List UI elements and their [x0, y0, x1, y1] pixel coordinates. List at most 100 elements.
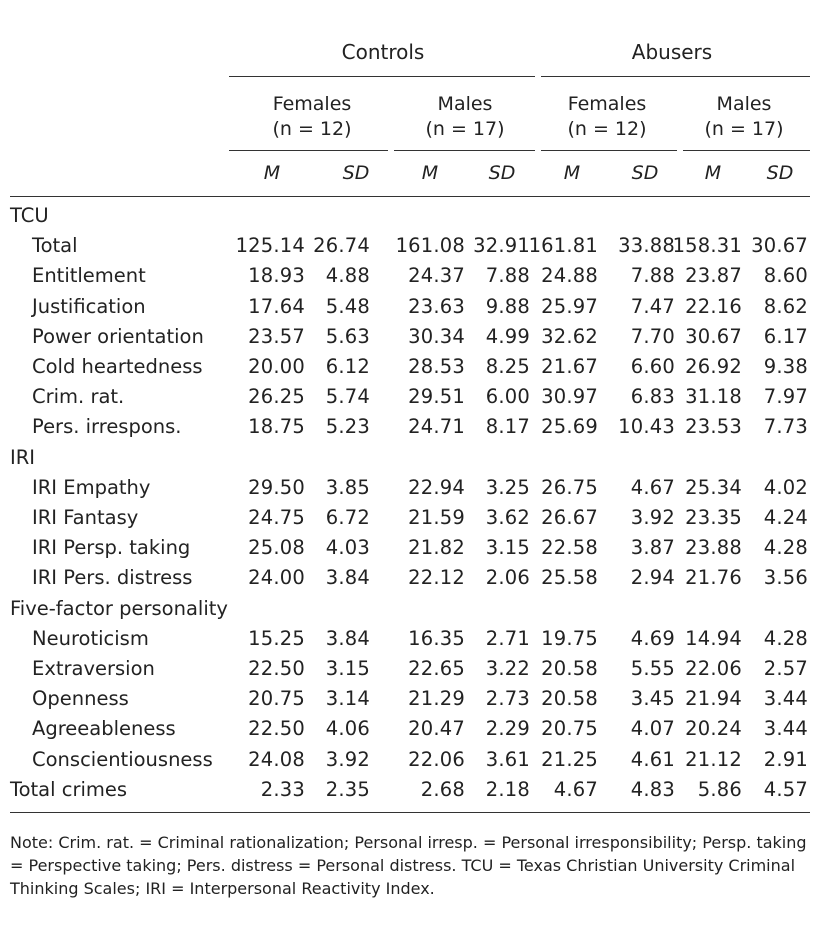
mean-cell: 21.59 — [408, 506, 465, 529]
sd-cell: 4.02 — [763, 476, 808, 499]
sd-cell: 2.18 — [485, 778, 530, 801]
sd-cell: 4.57 — [763, 778, 808, 801]
sd-cell: 4.28 — [763, 536, 808, 559]
mean-cell: 20.75 — [541, 717, 598, 740]
mean-cell: 30.67 — [685, 325, 742, 348]
stat-header: M — [263, 162, 281, 184]
section-label: TCU — [10, 204, 49, 227]
mean-cell: 25.69 — [541, 415, 598, 438]
subgroup-n: (n = 17) — [704, 118, 784, 140]
row-label: Conscientiousness — [32, 748, 213, 771]
sd-cell: 2.29 — [485, 717, 530, 740]
sd-cell: 5.63 — [325, 325, 370, 348]
sd-cell: 3.14 — [325, 687, 370, 710]
subgroup-rule — [683, 150, 810, 151]
row-label: Justification — [32, 295, 146, 318]
subgroup-rule — [229, 150, 388, 151]
mean-cell: 20.00 — [248, 355, 305, 378]
group-rule-controls — [229, 76, 535, 77]
row-label: IRI Fantasy — [32, 506, 139, 529]
mean-cell: 29.50 — [248, 476, 305, 499]
row-label: Openness — [32, 687, 129, 710]
subgroup-sex: Females — [272, 93, 352, 115]
sd-cell: 7.88 — [485, 264, 530, 287]
mean-cell: 21.76 — [685, 566, 742, 589]
stat-header: M — [563, 162, 581, 184]
mean-cell: 28.53 — [408, 355, 465, 378]
mean-cell: 20.75 — [248, 687, 305, 710]
table-bottom-rule — [10, 812, 810, 813]
mean-cell: 2.68 — [420, 778, 465, 801]
subgroup-n: (n = 12) — [567, 118, 647, 140]
sd-cell: 4.67 — [630, 476, 675, 499]
group-header-abusers: Abusers — [631, 40, 713, 64]
mean-cell: 24.37 — [408, 264, 465, 287]
mean-cell: 20.47 — [408, 717, 465, 740]
mean-cell: 22.12 — [408, 566, 465, 589]
mean-cell: 161.08 — [395, 234, 465, 257]
mean-cell: 21.67 — [541, 355, 598, 378]
row-label: Extraversion — [32, 657, 155, 680]
mean-cell: 22.16 — [685, 295, 742, 318]
sd-cell: 10.43 — [618, 415, 675, 438]
mean-cell: 22.94 — [408, 476, 465, 499]
mean-cell: 158.31 — [672, 234, 742, 257]
sd-cell: 4.28 — [763, 627, 808, 650]
mean-cell: 25.34 — [685, 476, 742, 499]
sd-cell: 7.73 — [763, 415, 808, 438]
row-label: Power orientation — [32, 325, 204, 348]
mean-cell: 26.25 — [248, 385, 305, 408]
mean-cell: 30.97 — [541, 385, 598, 408]
row-label: Cold heartedness — [32, 355, 203, 378]
sd-cell: 6.60 — [630, 355, 675, 378]
sd-cell: 3.44 — [763, 717, 808, 740]
mean-cell: 24.88 — [541, 264, 598, 287]
mean-cell: 25.08 — [248, 536, 305, 559]
sd-cell: 5.48 — [325, 295, 370, 318]
row-label: Crim. rat. — [32, 385, 125, 408]
sd-cell: 9.88 — [485, 295, 530, 318]
subgroup-controls-females: Females (n = 12) — [242, 92, 382, 142]
mean-cell: 32.62 — [541, 325, 598, 348]
sd-cell: 3.15 — [325, 657, 370, 680]
sd-cell: 2.91 — [763, 748, 808, 771]
sd-cell: 3.61 — [485, 748, 530, 771]
sd-cell: 3.62 — [485, 506, 530, 529]
mean-cell: 5.86 — [697, 778, 742, 801]
mean-cell: 23.87 — [685, 264, 742, 287]
sd-cell: 3.92 — [325, 748, 370, 771]
sd-cell: 6.00 — [485, 385, 530, 408]
mean-cell: 4.67 — [553, 778, 598, 801]
subgroup-abusers-females: Females (n = 12) — [537, 92, 677, 142]
sd-cell: 5.23 — [325, 415, 370, 438]
sd-cell: 7.47 — [630, 295, 675, 318]
stat-header: M — [421, 162, 439, 184]
sd-cell: 8.62 — [763, 295, 808, 318]
mean-cell: 22.50 — [248, 657, 305, 680]
mean-cell: 25.97 — [541, 295, 598, 318]
mean-cell: 30.34 — [408, 325, 465, 348]
mean-cell: 24.71 — [408, 415, 465, 438]
sd-cell: 3.85 — [325, 476, 370, 499]
row-label: Neuroticism — [32, 627, 149, 650]
sd-cell: 4.69 — [630, 627, 675, 650]
mean-cell: 24.08 — [248, 748, 305, 771]
section-label: Total crimes — [10, 778, 128, 801]
mean-cell: 22.58 — [541, 536, 598, 559]
sd-cell: 6.17 — [763, 325, 808, 348]
mean-cell: 18.93 — [248, 264, 305, 287]
mean-cell: 20.24 — [685, 717, 742, 740]
sd-cell: 3.56 — [763, 566, 808, 589]
mean-cell: 20.58 — [541, 657, 598, 680]
sd-cell: 4.83 — [630, 778, 675, 801]
mean-cell: 2.33 — [260, 778, 305, 801]
sd-cell: 2.71 — [485, 627, 530, 650]
mean-cell: 14.94 — [685, 627, 742, 650]
subgroup-sex: Females — [567, 93, 647, 115]
sd-cell: 3.87 — [630, 536, 675, 559]
mean-cell: 21.12 — [685, 748, 742, 771]
subgroup-sex: Males — [437, 93, 493, 115]
sd-cell: 4.06 — [325, 717, 370, 740]
stat-header: SD — [342, 162, 370, 184]
sd-cell: 3.22 — [485, 657, 530, 680]
